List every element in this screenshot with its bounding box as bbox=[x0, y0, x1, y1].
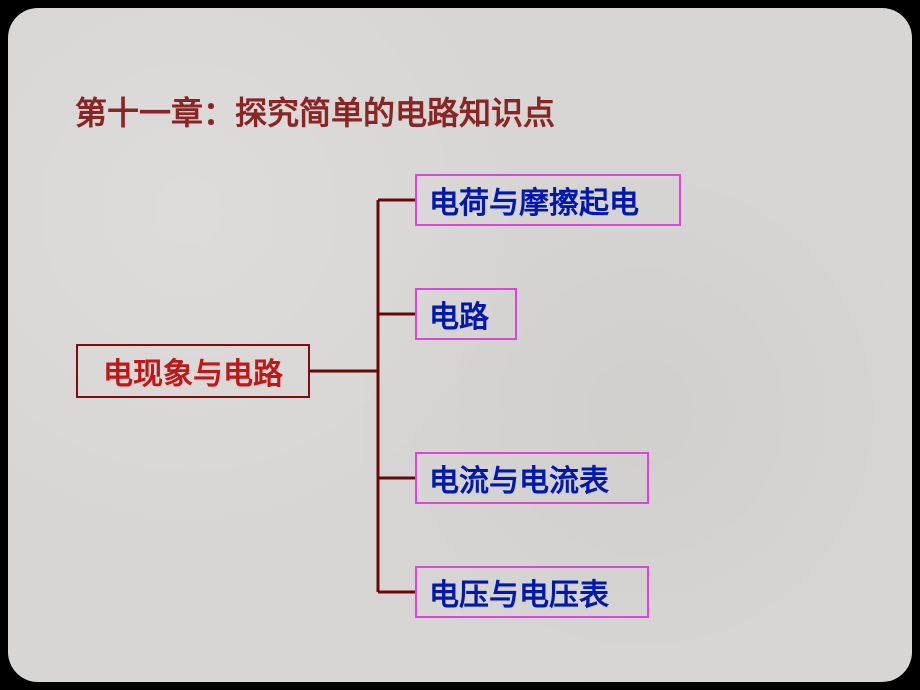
chapter-title: 第十一章：探究简单的电路知识点 bbox=[75, 88, 555, 134]
tree-child-label: 电流与电流表 bbox=[429, 456, 609, 500]
slide-canvas: 第十一章：探究简单的电路知识点 电现象与电路 电荷与摩擦起电 电路 电流与电流表… bbox=[8, 8, 912, 682]
tree-child-node: 电路 bbox=[415, 288, 517, 340]
tree-child-node: 电压与电压表 bbox=[415, 566, 649, 618]
tree-child-label: 电荷与摩擦起电 bbox=[429, 178, 639, 222]
tree-root-node: 电现象与电路 bbox=[76, 344, 310, 398]
tree-root-label: 电现象与电路 bbox=[103, 349, 283, 393]
tree-child-label: 电路 bbox=[429, 292, 489, 336]
tree-child-node: 电流与电流表 bbox=[415, 452, 649, 504]
tree-child-label: 电压与电压表 bbox=[429, 570, 609, 614]
tree-child-node: 电荷与摩擦起电 bbox=[415, 174, 681, 226]
